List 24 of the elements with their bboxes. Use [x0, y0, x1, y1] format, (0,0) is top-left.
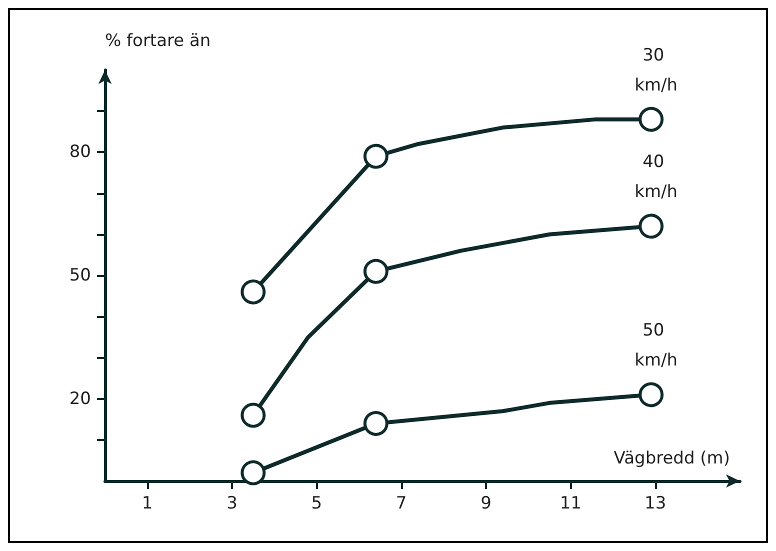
y-tick-label: 50 — [69, 266, 91, 286]
x-tick-label: 7 — [396, 494, 407, 514]
point — [638, 214, 664, 239]
y-axis-title: % fortare än — [105, 31, 211, 51]
series-label: 30 km/h — [634, 45, 678, 96]
point — [363, 258, 388, 284]
y-tick-label: 20 — [69, 388, 91, 409]
x-tick-label: 3 — [226, 494, 238, 514]
x-tick-label: 1 — [142, 494, 153, 514]
point — [240, 402, 266, 428]
point — [638, 106, 664, 132]
series-label: 40 km/h — [634, 152, 678, 202]
point — [363, 144, 388, 169]
series-label: 50 km/h — [634, 320, 678, 371]
x-tick-label: 13 — [644, 494, 666, 514]
point — [240, 279, 266, 304]
x-tick-label: 9 — [480, 494, 492, 514]
point — [363, 410, 388, 436]
y-tick-label: 80 — [69, 142, 91, 162]
x-tick-label: 11 — [560, 494, 582, 514]
x-axis-title: Vägbredd (m) — [614, 448, 730, 468]
x-tick-label: 5 — [311, 494, 322, 514]
point — [240, 460, 266, 486]
point — [638, 382, 664, 408]
